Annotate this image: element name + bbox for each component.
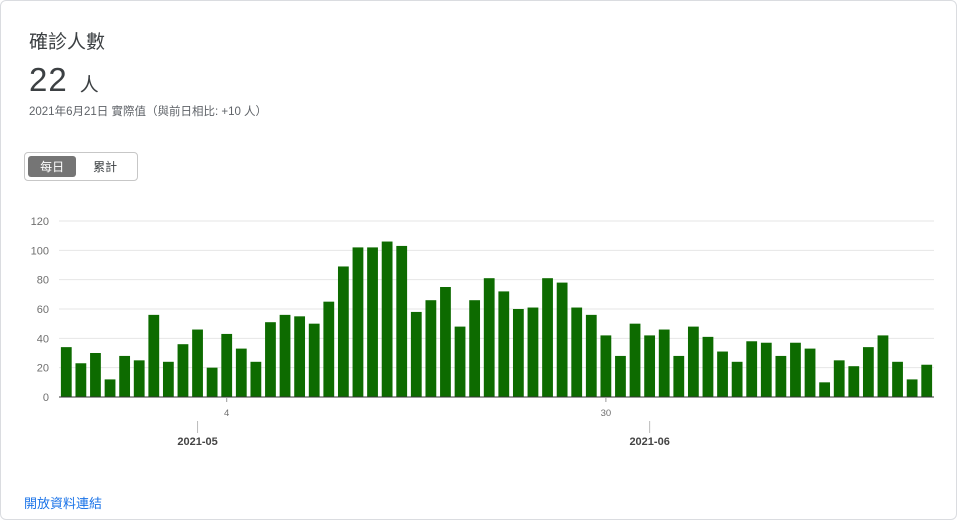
bar — [75, 363, 87, 397]
y-tick-label: 100 — [31, 245, 49, 257]
bar — [396, 245, 408, 397]
y-tick-label: 120 — [31, 216, 49, 228]
bar — [790, 342, 801, 397]
bar — [862, 347, 874, 397]
bar — [119, 355, 131, 397]
bar — [308, 323, 320, 397]
daily-cumulative-toggle[interactable]: 每日 累計 — [24, 152, 138, 181]
current-value-unit: 人 — [79, 75, 99, 96]
bar — [600, 335, 612, 397]
y-tick-label: 60 — [37, 304, 49, 316]
daily-cases-bar-chart: 0 20 40 60 80 100 120 4 30 2021-05 2021-06 — [31, 216, 934, 448]
bar — [615, 355, 626, 397]
bar — [250, 361, 262, 397]
bar — [658, 329, 670, 397]
bar — [469, 300, 481, 397]
current-value: 22 人 — [29, 61, 99, 99]
bar — [877, 335, 889, 397]
y-tick-label: 80 — [37, 275, 49, 287]
cumulative-toggle-button[interactable]: 累計 — [93, 160, 118, 174]
x-tick-label: 30 — [601, 408, 612, 419]
bar — [498, 291, 510, 397]
y-tick-label: 0 — [43, 392, 49, 404]
bar — [629, 323, 641, 397]
open-data-link[interactable]: 開放資料連結 — [24, 496, 103, 511]
bar — [571, 307, 583, 397]
bar — [162, 361, 174, 397]
bar — [892, 361, 903, 397]
bar — [440, 287, 451, 397]
bar — [294, 316, 306, 397]
bar — [104, 379, 116, 397]
bar — [717, 351, 728, 397]
bar — [60, 347, 72, 397]
bar — [90, 353, 101, 397]
bar — [235, 348, 247, 397]
bar — [323, 301, 335, 397]
bar — [906, 379, 918, 397]
bar — [775, 355, 787, 397]
current-value-number: 22 — [29, 61, 68, 98]
bar — [337, 266, 349, 397]
x-tick-label: 4 — [224, 408, 229, 419]
bar — [746, 341, 758, 397]
bar — [585, 314, 597, 397]
bar — [265, 322, 276, 397]
bar — [410, 311, 422, 397]
bar — [673, 355, 685, 397]
bar — [819, 382, 831, 397]
bar — [731, 361, 743, 397]
bar — [687, 326, 699, 397]
bar — [192, 329, 203, 397]
month-label: 2021-06 — [629, 436, 669, 448]
bar — [804, 348, 816, 397]
month-label: 2021-05 — [177, 436, 217, 448]
bar — [206, 367, 218, 397]
bar — [542, 278, 553, 397]
bar — [367, 247, 378, 397]
bar — [483, 278, 495, 397]
y-tick-label: 20 — [37, 363, 49, 375]
bar — [133, 360, 145, 397]
bar — [512, 309, 524, 397]
bar — [833, 360, 845, 397]
bar — [425, 300, 437, 397]
bar — [527, 307, 539, 397]
bar — [702, 336, 714, 397]
bar — [177, 344, 189, 397]
bar — [352, 247, 364, 397]
card-title: 確診人數 — [29, 32, 106, 53]
bar — [148, 314, 160, 397]
bar — [644, 335, 656, 397]
bar — [454, 326, 466, 397]
bar — [381, 241, 393, 397]
bar — [921, 364, 933, 397]
bar — [760, 342, 772, 397]
y-tick-label: 40 — [37, 333, 49, 345]
bar — [221, 333, 233, 397]
bar — [556, 282, 568, 397]
date-comparison-text: 2021年6月21日 實際值（與前日相比: +10 人） — [29, 106, 268, 118]
bar — [848, 366, 860, 397]
daily-toggle-button[interactable]: 每日 — [28, 156, 77, 177]
bar — [279, 314, 291, 397]
